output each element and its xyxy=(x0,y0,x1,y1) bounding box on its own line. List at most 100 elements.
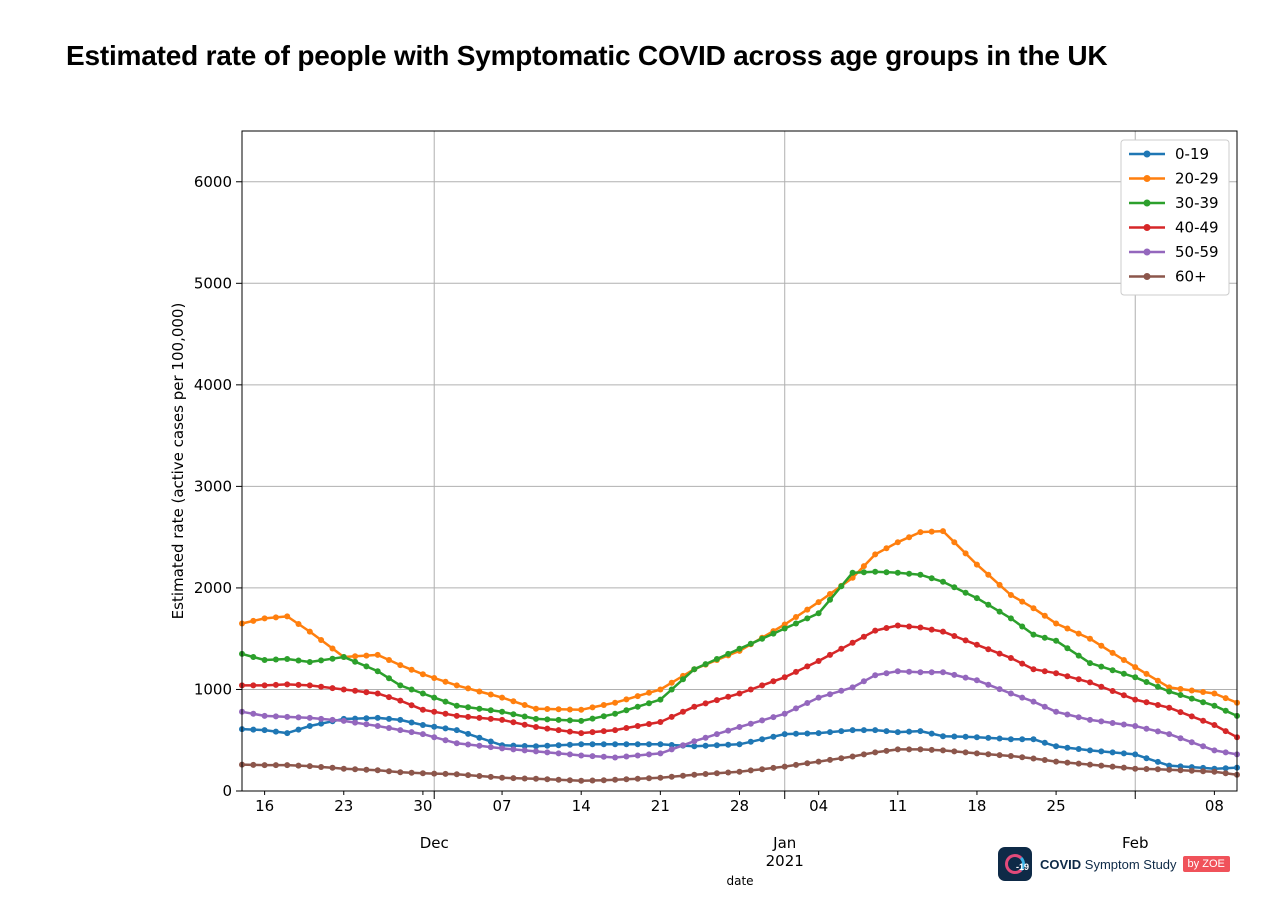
data-point-60+ xyxy=(397,769,404,776)
data-point-40-49 xyxy=(646,721,652,727)
data-point-20-29 xyxy=(431,675,438,681)
data-point-20-29 xyxy=(1041,612,1048,619)
data-point-20-29 xyxy=(634,693,641,700)
data-point-0-19 xyxy=(284,730,291,737)
data-point-60+ xyxy=(431,770,438,777)
data-point-30-39 xyxy=(566,717,573,724)
data-point-40-49 xyxy=(1041,668,1048,675)
data-point-20-29 xyxy=(612,699,619,706)
data-point-20-29 xyxy=(329,645,336,652)
data-point-30-39 xyxy=(872,568,879,575)
data-point-60+ xyxy=(634,775,641,782)
data-point-50-59 xyxy=(1109,720,1116,726)
data-point-40-49 xyxy=(566,728,573,735)
data-point-30-39 xyxy=(747,640,754,647)
x-tick-label: 23 xyxy=(334,797,353,815)
data-point-60+ xyxy=(827,756,833,763)
data-point-30-39 xyxy=(1166,688,1173,695)
data-point-0-19 xyxy=(566,741,573,748)
data-point-30-39 xyxy=(668,686,675,693)
data-point-0-19 xyxy=(940,733,946,740)
data-point-50-59 xyxy=(951,671,958,678)
data-point-40-49 xyxy=(318,683,325,690)
data-point-0-19 xyxy=(1109,749,1116,756)
data-point-50-59 xyxy=(1098,718,1105,725)
data-point-50-59 xyxy=(759,717,766,724)
data-point-0-19 xyxy=(793,730,799,737)
data-point-50-59 xyxy=(272,713,279,720)
data-point-60+ xyxy=(1166,766,1173,773)
data-point-60+ xyxy=(849,753,856,760)
data-point-50-59 xyxy=(793,705,799,712)
data-point-60+ xyxy=(713,770,720,777)
data-point-20-29 xyxy=(860,563,867,570)
data-point-60+ xyxy=(1007,753,1014,759)
data-point-60+ xyxy=(1030,755,1037,762)
data-point-60+ xyxy=(1120,764,1127,771)
data-point-30-39 xyxy=(883,569,890,576)
data-point-60+ xyxy=(386,768,392,775)
data-point-30-39 xyxy=(476,705,483,712)
data-point-40-49 xyxy=(827,651,833,658)
legend-label-30-39: 30-39 xyxy=(1175,194,1219,212)
data-point-0-19 xyxy=(397,716,404,723)
data-point-0-19 xyxy=(318,720,325,727)
data-point-50-59 xyxy=(250,710,257,717)
x-major-label: Jan xyxy=(772,834,796,852)
data-point-0-19 xyxy=(578,741,585,748)
by-zoe-badge: by ZOE xyxy=(1182,856,1230,872)
data-point-60+ xyxy=(352,766,359,773)
data-point-0-19 xyxy=(736,741,743,748)
data-point-60+ xyxy=(510,775,517,782)
data-point-30-39 xyxy=(804,615,811,622)
data-point-40-49 xyxy=(284,681,291,688)
data-point-50-59 xyxy=(340,717,347,724)
data-point-50-59 xyxy=(713,731,720,738)
data-point-60+ xyxy=(804,760,811,767)
data-point-30-39 xyxy=(736,645,743,652)
data-point-60+ xyxy=(1075,760,1082,767)
data-point-30-39 xyxy=(1143,679,1150,685)
brand-name-rest: Symptom Study xyxy=(1081,856,1177,872)
data-point-40-49 xyxy=(1109,688,1116,694)
x-major-label: 2021 xyxy=(766,852,804,870)
data-point-40-49 xyxy=(408,702,415,709)
data-point-40-49 xyxy=(1087,679,1093,686)
data-point-50-59 xyxy=(1075,714,1082,721)
data-point-30-39 xyxy=(1222,707,1229,714)
data-point-60+ xyxy=(770,764,777,771)
data-point-0-19 xyxy=(827,729,833,736)
data-point-0-19 xyxy=(781,731,788,738)
x-tick-label: 30 xyxy=(413,797,432,815)
data-point-20-29 xyxy=(566,706,573,713)
data-point-20-29 xyxy=(499,694,506,701)
data-point-50-59 xyxy=(306,714,313,721)
data-point-60+ xyxy=(996,752,1003,759)
data-point-50-59 xyxy=(600,753,607,760)
data-point-40-49 xyxy=(419,706,426,713)
data-point-20-29 xyxy=(521,702,528,708)
data-point-50-59 xyxy=(397,727,404,734)
data-point-20-29 xyxy=(1166,684,1173,691)
data-point-60+ xyxy=(295,762,302,769)
x-axis-label: date xyxy=(726,874,753,888)
data-point-20-29 xyxy=(917,529,924,536)
data-point-30-39 xyxy=(1030,631,1037,638)
data-point-20-29 xyxy=(578,706,585,713)
data-point-30-39 xyxy=(533,715,539,722)
data-point-30-39 xyxy=(713,656,720,662)
data-point-0-19 xyxy=(928,730,935,737)
data-point-0-19 xyxy=(985,734,992,741)
data-point-30-39 xyxy=(1120,670,1127,677)
data-point-0-19 xyxy=(363,715,370,722)
data-point-40-49 xyxy=(1143,699,1150,706)
data-point-0-19 xyxy=(770,733,777,740)
data-point-0-19 xyxy=(713,742,720,749)
data-point-40-49 xyxy=(1120,692,1127,699)
data-point-20-29 xyxy=(657,686,664,693)
y-axis-label: Estimated rate (active cases per 100,000… xyxy=(169,303,187,620)
data-point-20-29 xyxy=(363,652,370,659)
data-point-0-19 xyxy=(894,729,901,736)
data-point-20-29 xyxy=(951,539,958,546)
data-point-60+ xyxy=(1143,766,1150,772)
